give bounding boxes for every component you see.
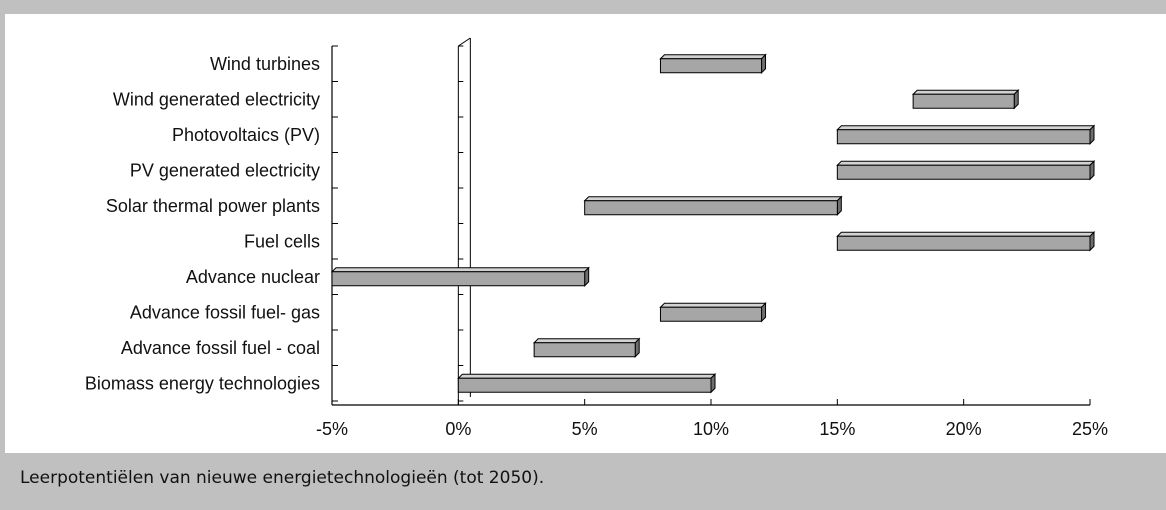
range-bar [836, 235, 1091, 251]
range-bar-top [659, 302, 767, 308]
category-label: Wind turbines [210, 54, 320, 74]
category-label: PV generated electricity [130, 160, 320, 180]
category-label: Fuel cells [244, 231, 320, 251]
range-bar [836, 164, 1091, 180]
range-bar-top [330, 267, 590, 273]
range-bar [457, 377, 712, 393]
range-bar-side [710, 373, 716, 394]
range-bar [659, 306, 763, 322]
range-bar-side [1089, 124, 1095, 145]
category-label: Wind generated electricity [113, 89, 320, 109]
category-label: Advance fossil fuel - coal [121, 338, 320, 358]
range-bar-top [836, 231, 1096, 237]
range-bar-side [634, 337, 640, 358]
x-tick-label: -5% [316, 419, 348, 439]
category-label: Advance nuclear [186, 267, 320, 287]
range-bar-side [836, 195, 842, 216]
figure-caption: Leerpotentiëlen van nieuwe energietechno… [20, 468, 545, 488]
x-tick-label: 10% [693, 419, 729, 439]
category-label: Advance fossil fuel- gas [130, 302, 320, 322]
range-bar [584, 200, 838, 216]
range-bar-top [583, 196, 843, 202]
range-bar-top [457, 373, 717, 379]
range-bar-chart: -5% 0% 5% 10% 15% 20% 25% Wind turbines Wind gen… [85, 37, 1108, 439]
range-bar-side [761, 302, 767, 323]
range-bar-side [1089, 231, 1095, 252]
range-bar-side [761, 53, 767, 74]
range-bar-top [836, 160, 1096, 166]
category-label: Solar thermal power plants [106, 196, 320, 216]
range-bar [659, 58, 763, 74]
x-tick-label: 25% [1072, 419, 1108, 439]
range-bar [836, 129, 1091, 145]
range-bar-top [836, 125, 1096, 131]
range-bar-top [659, 54, 767, 60]
range-bar-top [532, 338, 641, 344]
range-bar-side [584, 266, 590, 287]
range-bar [912, 93, 1015, 109]
range-bar-side [1013, 89, 1019, 110]
x-tick-label: 15% [819, 419, 855, 439]
chart-panel: -5% 0% 5% 10% 15% 20% 25% Wind turbines Wind gen… [5, 14, 1166, 453]
x-tick-label: 0% [445, 419, 471, 439]
range-bar-side [1089, 160, 1095, 181]
x-tick-label: 20% [946, 419, 982, 439]
category-label: Biomass energy technologies [85, 373, 320, 393]
range-bar-top [911, 89, 1020, 95]
category-label: Photovoltaics (PV) [172, 125, 320, 145]
x-tick-label: 5% [572, 419, 598, 439]
range-bar [331, 271, 586, 287]
range-bar [533, 342, 636, 358]
zero-wall-top [458, 37, 471, 47]
